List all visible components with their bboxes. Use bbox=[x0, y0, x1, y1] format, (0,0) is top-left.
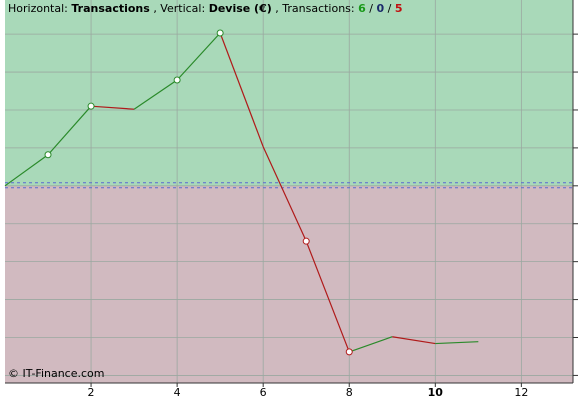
title-part: , Transactions: bbox=[275, 2, 354, 15]
line-segment bbox=[349, 336, 393, 353]
transaction-marker bbox=[44, 151, 52, 159]
title-part: , Vertical: bbox=[153, 2, 205, 15]
x-tick-label: 6 bbox=[260, 386, 267, 399]
chart-title: Horizontal: Transactions , Vertical: Dev… bbox=[8, 2, 403, 15]
title-part: / bbox=[369, 2, 373, 15]
title-part: 0 bbox=[377, 2, 385, 15]
transaction-marker bbox=[173, 76, 181, 84]
plot-background bbox=[5, 0, 573, 383]
title-part: Transactions bbox=[71, 2, 150, 15]
line-segment bbox=[435, 341, 479, 345]
transaction-marker bbox=[216, 29, 224, 37]
x-tick-label: 8 bbox=[346, 386, 353, 399]
title-part: / bbox=[388, 2, 392, 15]
negative-zone bbox=[5, 185, 573, 383]
transaction-marker bbox=[345, 348, 353, 356]
x-tick-label: 10 bbox=[428, 386, 444, 399]
line-segment bbox=[91, 105, 135, 110]
line-segment bbox=[262, 146, 307, 242]
x-tick-label: 2 bbox=[88, 386, 95, 399]
transaction-marker bbox=[87, 102, 95, 110]
line-segment bbox=[47, 105, 92, 156]
line-segment bbox=[219, 32, 264, 147]
x-tick-label: 4 bbox=[174, 386, 181, 399]
line-segment bbox=[133, 79, 178, 110]
title-part: Horizontal: bbox=[8, 2, 68, 15]
title-part: 6 bbox=[358, 2, 366, 15]
title-part: 5 bbox=[395, 2, 403, 15]
plot bbox=[4, 29, 479, 356]
grid: 2 4 6 8 10 12 bbox=[5, 0, 578, 399]
line-segment bbox=[392, 336, 436, 345]
line-segment bbox=[4, 154, 49, 187]
x-tick-label: 12 bbox=[514, 386, 528, 399]
title-part: Devise (€) bbox=[209, 2, 272, 15]
watermark: © IT-Finance.com bbox=[8, 367, 105, 380]
line-segment bbox=[176, 32, 221, 81]
line-segment bbox=[305, 240, 350, 353]
transaction-marker bbox=[302, 237, 310, 245]
positive-zone bbox=[5, 0, 573, 186]
